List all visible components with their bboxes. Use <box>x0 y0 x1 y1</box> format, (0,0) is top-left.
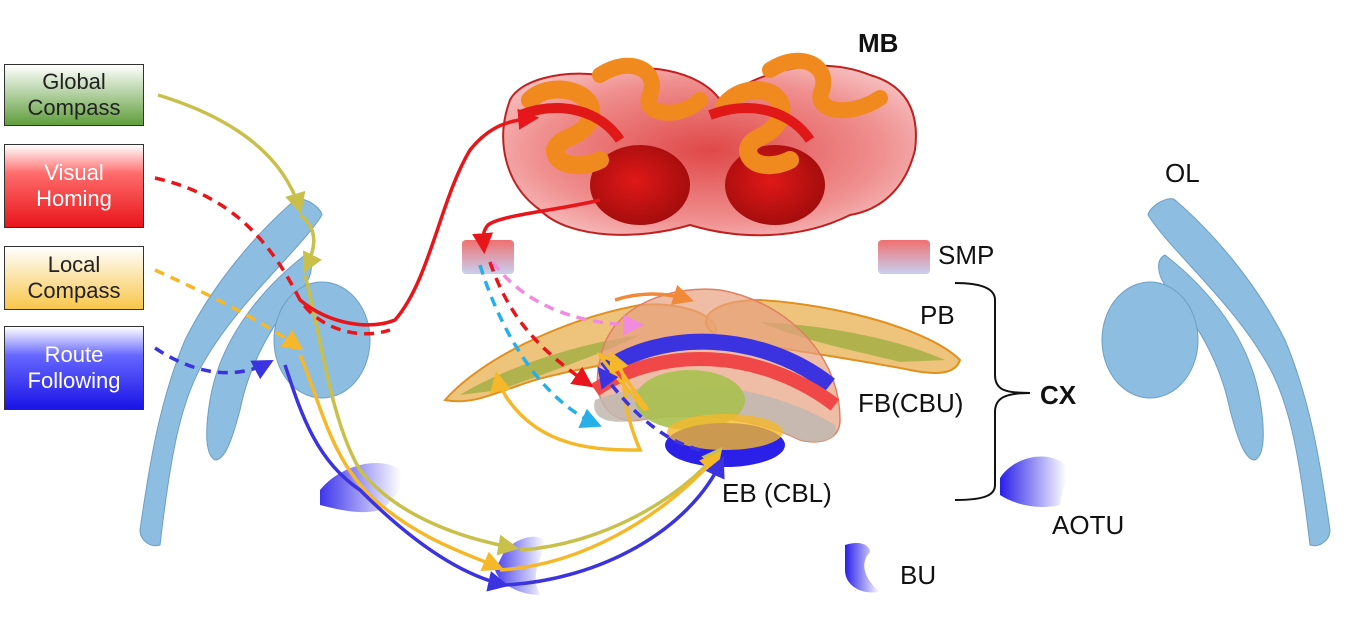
label-pb: PB <box>920 300 955 330</box>
legend-local-compass-line1: Local <box>47 252 101 277</box>
pathways <box>154 93 725 592</box>
central-complex <box>443 288 962 467</box>
mushroom-bodies <box>502 52 917 237</box>
bu-region-right <box>845 542 880 593</box>
label-aotu: AOTU <box>1052 510 1125 540</box>
cx-bracket <box>954 282 1031 501</box>
smp-legend-box <box>878 240 930 274</box>
legend-route-following-line1: Route <box>44 342 104 367</box>
label-eb: EB (CBL) <box>722 478 832 508</box>
legend-global-compass-line2: Compass <box>27 95 121 120</box>
label-cx: CX <box>1040 380 1077 410</box>
legend-route-following: Route Following <box>4 326 144 410</box>
legend-local-compass-line2: Compass <box>27 278 121 303</box>
smp-source-box <box>462 240 514 274</box>
legend-global-compass: Global Compass <box>4 64 144 126</box>
legend-local-compass: Local Compass <box>4 246 144 310</box>
label-bu: BU <box>900 560 937 590</box>
label-smp: SMP <box>938 240 995 270</box>
aotu-region <box>1000 456 1067 507</box>
legend-route-following-line2: Following <box>27 368 121 393</box>
legend-visual-homing-line1: Visual <box>44 160 104 185</box>
left-optic-lobe <box>139 198 371 547</box>
label-mb: MB <box>858 28 899 58</box>
label-fb: FB(CBU) <box>858 388 964 418</box>
right-optic-lobe <box>1101 198 1331 547</box>
legend-global-compass-line1: Global <box>42 69 106 94</box>
legend-visual-homing: Visual Homing <box>4 144 144 228</box>
label-ol: OL <box>1165 158 1200 188</box>
legend-visual-homing-line2: Homing <box>36 186 112 211</box>
